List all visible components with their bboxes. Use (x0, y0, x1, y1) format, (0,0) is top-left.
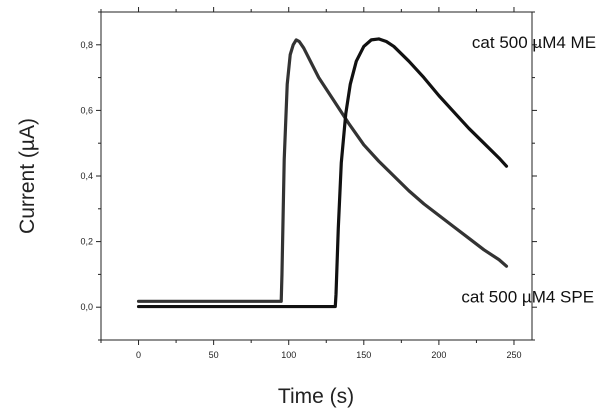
annotation-mea: cat 500 µM4 MEA (472, 33, 596, 52)
series-line-spe (136, 38, 509, 303)
series-line-mea (136, 37, 509, 309)
y-tick-label: 0,2 (80, 237, 93, 247)
x-tick-label: 250 (506, 350, 521, 360)
x-tick-label: 200 (431, 350, 446, 360)
x-tick-label: 0 (136, 350, 141, 360)
x-tick-label: 50 (209, 350, 219, 360)
y-tick-label: 0,0 (80, 302, 93, 312)
series-group (136, 37, 509, 309)
annotations-group: cat 500 µM4 MEA cat 500 µM4 SPE (461, 33, 596, 306)
annotation-spe: cat 500 µM4 SPE (461, 287, 594, 306)
axis-ticks: 0 50 100 150 200 250 0,0 0,2 0,4 0,6 0,8 (80, 7, 537, 360)
x-tick-label: 150 (356, 350, 371, 360)
x-tick-label: 100 (281, 350, 296, 360)
x-axis-title: Time (s) (278, 385, 354, 408)
y-axis-title: Current (µA) (16, 118, 39, 234)
y-tick-label: 0,6 (80, 105, 93, 115)
y-tick-label: 0,4 (80, 171, 93, 181)
y-tick-label: 0,8 (80, 40, 93, 50)
